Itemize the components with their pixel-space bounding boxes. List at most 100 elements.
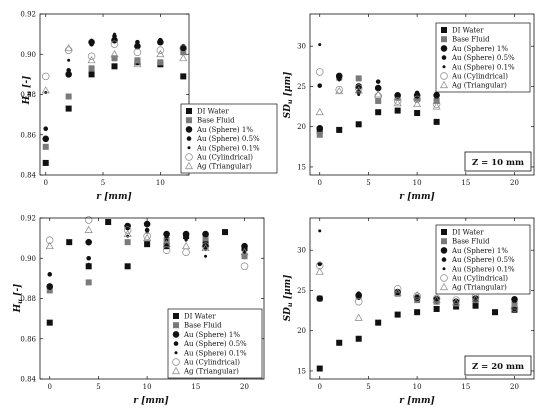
x-tick-label: 5 [366, 383, 370, 391]
plot-frame [309, 13, 535, 176]
y-tick-label: 0.88 [20, 91, 36, 99]
data-point-au-cylindrical [393, 285, 402, 293]
annotation-box: Z = 20 mm [464, 355, 532, 376]
y-tick-label: 30 [297, 43, 306, 51]
x-tick-label: 10 [156, 179, 165, 187]
data-point-di-water [222, 229, 229, 236]
data-point-au-sphere-0-5 [164, 233, 169, 239]
data-point-di-water [85, 263, 92, 270]
legend-marker-au-sphere-0-5 [173, 341, 179, 346]
data-point-au-cylindrical [133, 48, 142, 56]
data-point-au-cylindrical [156, 46, 165, 54]
legend-marker-au-sphere-0-5 [441, 55, 447, 60]
x-tick-label: 15 [461, 179, 470, 187]
data-point-au-sphere-0-1 [337, 78, 341, 82]
data-point-au-sphere-0-1 [243, 250, 247, 254]
y-axis-label: Hu [-] [13, 284, 24, 314]
y-tick-label: 0.90 [20, 255, 36, 263]
data-point-au-sphere-0-1 [135, 42, 139, 46]
legend-label: Au (Sphere) 0.5% [183, 340, 247, 348]
data-point-ag-triangular [143, 233, 152, 241]
x-tick-label: 15 [461, 383, 470, 391]
legend-label: Au (Sphere) 0.1% [451, 63, 515, 71]
data-point-di-water [394, 311, 401, 318]
legend-label: DI Water [197, 108, 229, 116]
x-tick-label: 5 [96, 383, 100, 391]
legend-label: Ag (Triangular) [451, 82, 507, 90]
legend-label: Au (Sphere) 1% [451, 247, 508, 255]
legend-label: Au (Sphere) 0.1% [451, 265, 515, 273]
data-point-base-fluid [111, 55, 118, 62]
data-point-au-sphere-0-5 [89, 41, 94, 47]
data-point-au-sphere-1 [65, 71, 72, 78]
legend-label: Au (Sphere) 0.5% [451, 256, 515, 264]
data-point-di-water [42, 159, 49, 166]
data-point-di-water [433, 118, 440, 125]
y-tick-label: 25 [297, 83, 306, 91]
data-point-base-fluid [42, 143, 49, 150]
data-point-au-sphere-0-5 [317, 83, 323, 88]
data-point-au-cylindrical [432, 294, 441, 303]
data-point-au-cylindrical [110, 40, 119, 48]
x-tick-label: 15 [191, 383, 200, 391]
data-point-base-fluid [316, 131, 323, 138]
y-tick-label: 0.84 [20, 172, 36, 180]
data-point-base-fluid [124, 239, 131, 246]
y-tick-label: 15 [297, 367, 306, 375]
data-point-di-water [180, 73, 187, 80]
x-axis-label: r [mm] [399, 396, 434, 406]
plot-frame [309, 217, 535, 380]
data-point-di-water [511, 306, 518, 313]
data-point-base-fluid [202, 235, 209, 242]
x-tick-label: 0 [318, 383, 322, 391]
y-tick-label: 0.84 [20, 376, 36, 384]
legend-label: Ag (Triangular) [451, 284, 507, 292]
data-point-base-fluid [375, 97, 382, 104]
data-point-au-cylindrical [87, 52, 96, 61]
data-point-ag-triangular [123, 229, 132, 237]
x-axis-label: r [mm] [399, 192, 434, 202]
data-point-di-water [88, 71, 95, 78]
data-point-au-sphere-0-1 [204, 254, 208, 258]
data-point-au-sphere-1 [202, 230, 209, 238]
data-point-au-sphere-0-1 [158, 40, 162, 44]
legend-marker-di-water [441, 229, 447, 235]
data-point-base-fluid [88, 65, 95, 72]
legend-label: DI Water [184, 313, 216, 321]
data-point-au-sphere-0-5 [47, 272, 53, 277]
annotation-text: Z = 20 mm [472, 362, 524, 372]
y-tick-label: 0.92 [20, 215, 36, 223]
data-point-di-water [433, 305, 440, 312]
data-point-ag-triangular [156, 49, 165, 58]
legend-marker-au-sphere-0-1 [187, 146, 191, 150]
data-point-au-cylindrical [123, 226, 132, 234]
data-point-au-cylindrical [41, 72, 50, 81]
data-point-di-water [492, 309, 499, 316]
data-point-au-sphere-0-1 [67, 58, 71, 62]
y-axis-label: Hu [-] [22, 76, 33, 106]
data-point-ag-triangular [179, 53, 188, 62]
data-point-di-water [65, 105, 72, 112]
data-point-di-water [394, 107, 401, 114]
data-point-au-sphere-0-1 [87, 262, 91, 266]
legend-label: Au (Sphere) 0.5% [451, 54, 515, 62]
data-point-au-cylindrical [84, 216, 93, 224]
data-point-ag-triangular [354, 86, 363, 94]
data-point-di-water [375, 109, 382, 116]
data-point-di-water [144, 241, 151, 248]
data-point-au-cylindrical [315, 68, 324, 76]
legend-marker-au-sphere-1 [185, 126, 193, 133]
data-point-au-sphere-0-1 [181, 44, 185, 48]
legend-marker-au-sphere-1 [440, 45, 448, 52]
data-point-ag-triangular [510, 302, 519, 310]
legend-marker-au-sphere-1 [172, 331, 180, 338]
legend-marker-au-sphere-0-1 [442, 65, 446, 69]
data-point-di-water [105, 219, 112, 226]
data-point-base-fluid [157, 59, 164, 66]
legend-marker-ag-triangular [439, 282, 449, 291]
x-tick-label: 5 [366, 179, 370, 187]
chart-panel-bottom-left: 0 5 10 15 20 0.84 0.86 0.88 0.90 0.92 Hu [-] r [m… [13, 215, 265, 406]
